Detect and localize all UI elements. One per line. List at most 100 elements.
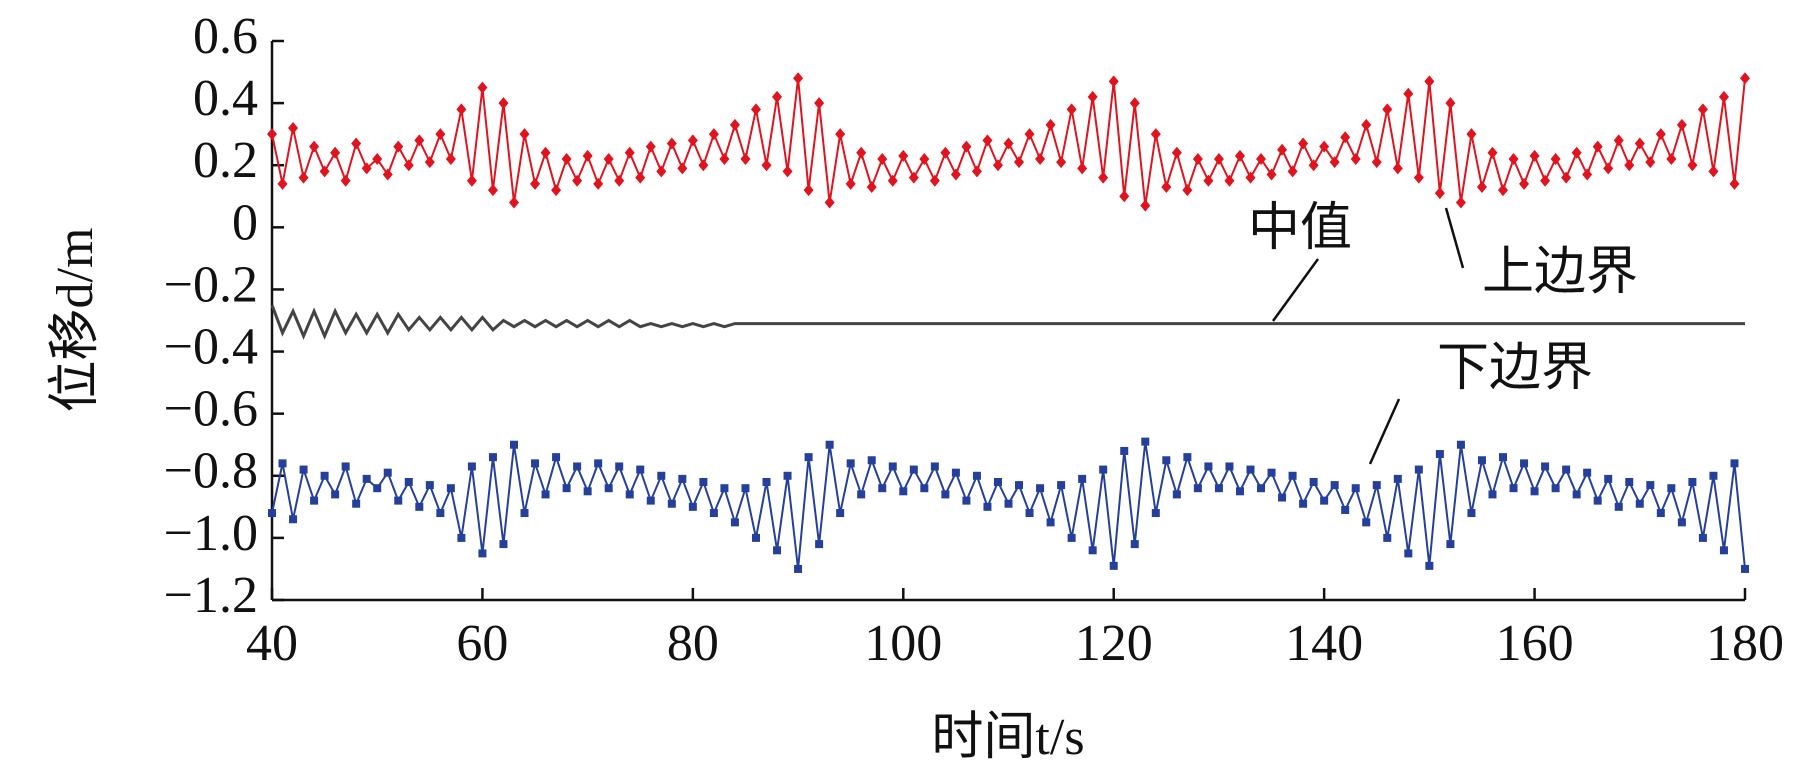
point — [424, 156, 435, 169]
point — [1056, 156, 1067, 169]
point — [277, 177, 288, 190]
point — [1004, 499, 1013, 508]
point — [941, 490, 950, 499]
point — [562, 484, 571, 493]
point — [1161, 180, 1172, 193]
point — [415, 502, 424, 511]
point — [1287, 165, 1298, 178]
point — [1277, 143, 1288, 156]
point — [1045, 118, 1056, 131]
point — [1730, 459, 1739, 468]
point — [866, 180, 877, 193]
point — [457, 533, 466, 542]
point — [1592, 140, 1603, 153]
point — [708, 128, 719, 141]
point — [572, 174, 583, 187]
point — [762, 477, 771, 486]
y-tick-label: −1.2 — [164, 567, 258, 624]
point — [1509, 484, 1518, 493]
point — [1572, 490, 1581, 499]
point — [1656, 509, 1665, 518]
point — [877, 153, 888, 166]
point — [352, 499, 361, 508]
point — [1120, 446, 1129, 455]
point — [1067, 533, 1076, 542]
point — [1214, 484, 1223, 493]
point — [1613, 134, 1624, 147]
point — [487, 184, 498, 197]
point — [657, 471, 666, 480]
point — [508, 196, 519, 209]
point — [1172, 490, 1181, 499]
point — [1299, 499, 1308, 508]
y-tick-label: 0.6 — [193, 8, 258, 65]
point — [309, 140, 320, 153]
point — [908, 171, 919, 184]
point — [320, 471, 329, 480]
point — [1634, 137, 1645, 150]
point — [1540, 174, 1551, 187]
point — [951, 468, 960, 477]
x-tick-label: 120 — [1075, 615, 1153, 672]
point — [761, 159, 772, 172]
point — [814, 97, 825, 110]
point — [425, 481, 434, 490]
point — [992, 159, 1003, 172]
point — [1162, 456, 1171, 465]
point — [666, 137, 677, 150]
point — [445, 153, 456, 166]
point — [1150, 128, 1161, 141]
point — [741, 484, 750, 493]
point — [351, 137, 362, 150]
point — [646, 496, 655, 505]
point — [340, 174, 351, 187]
y-tick-label: −0.2 — [164, 256, 258, 313]
x-tick-label: 40 — [246, 615, 298, 672]
point — [1561, 171, 1572, 184]
point — [299, 465, 308, 474]
point — [1141, 437, 1150, 446]
point — [1350, 153, 1361, 166]
point — [1319, 140, 1330, 153]
point — [1414, 465, 1423, 474]
point — [519, 128, 530, 141]
point — [1403, 87, 1414, 100]
point — [635, 171, 646, 184]
point — [1625, 477, 1634, 486]
point — [446, 484, 455, 493]
annotation: 中值 — [1248, 200, 1352, 257]
point — [698, 159, 709, 172]
point — [582, 149, 593, 162]
point — [1530, 487, 1539, 496]
point — [888, 462, 897, 471]
point — [1688, 477, 1697, 486]
point — [1203, 174, 1214, 187]
x-tick-label: 80 — [667, 615, 719, 672]
point — [1571, 146, 1582, 159]
point — [373, 484, 382, 493]
point — [1234, 149, 1245, 162]
point — [1593, 496, 1602, 505]
x-tick-label: 100 — [864, 615, 942, 672]
point — [278, 459, 287, 468]
point — [804, 453, 813, 462]
point — [782, 165, 793, 178]
y-tick-label: 0.2 — [193, 132, 258, 189]
point — [1383, 533, 1392, 542]
point — [614, 174, 625, 187]
point — [687, 134, 698, 147]
series-line — [270, 304, 1745, 340]
point — [1551, 484, 1560, 493]
point — [330, 146, 341, 159]
point — [1245, 171, 1256, 184]
point — [845, 177, 856, 190]
point — [530, 177, 541, 190]
point — [541, 490, 550, 499]
point — [1182, 184, 1193, 197]
point — [677, 162, 688, 175]
x-axis-label: 时间t/s — [931, 709, 1084, 766]
point — [1225, 462, 1234, 471]
point — [1057, 481, 1066, 490]
point — [898, 149, 909, 162]
